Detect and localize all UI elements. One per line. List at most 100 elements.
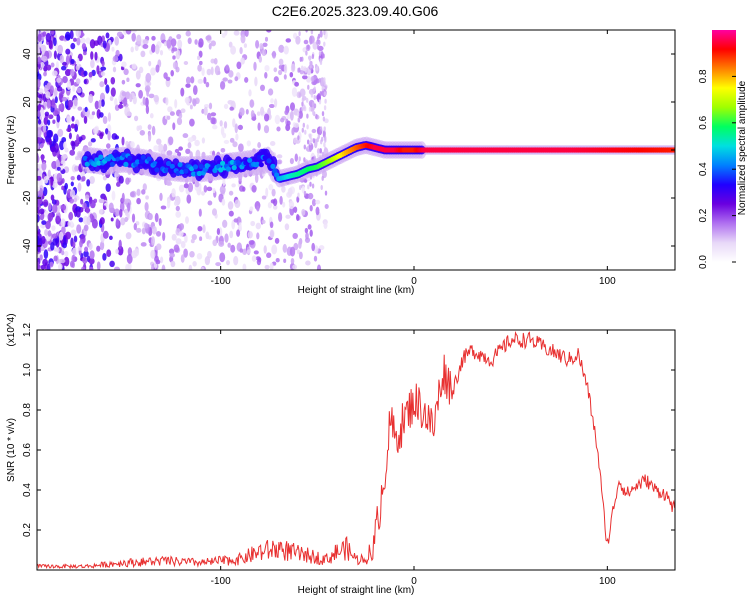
- noise-speckle: [40, 154, 45, 162]
- noise-speckle: [131, 213, 136, 223]
- noise-speckle: [198, 60, 203, 66]
- x-tick-label: -100: [211, 276, 231, 287]
- noise-speckle: [315, 206, 320, 216]
- noise-speckle: [303, 144, 306, 150]
- noise-speckle: [289, 246, 296, 257]
- noise-speckle: [322, 116, 326, 122]
- noise-speckle: [85, 206, 90, 214]
- noise-speckle: [185, 76, 191, 85]
- noise-speckle: [74, 123, 78, 133]
- noise-speckle: [258, 55, 263, 63]
- noise-speckle: [283, 45, 289, 55]
- noise-speckle: [323, 142, 326, 148]
- noise-speckle: [105, 32, 110, 39]
- noise-speckle: [319, 91, 322, 97]
- noise-speckle: [310, 75, 315, 83]
- noise-speckle: [67, 99, 74, 108]
- noise-speckle: [296, 213, 300, 222]
- noise-speckle: [147, 132, 152, 142]
- noise-speckle: [156, 138, 162, 145]
- noise-speckle: [309, 60, 312, 66]
- noise-speckle: [53, 37, 57, 47]
- noise-speckle: [66, 80, 72, 91]
- noise-speckle: [317, 152, 320, 158]
- noise-speckle: [187, 182, 194, 193]
- noise-speckle: [48, 39, 53, 49]
- noise-speckle: [287, 187, 293, 197]
- noise-speckle: [148, 93, 155, 99]
- noise-speckle: [264, 36, 269, 42]
- noise-speckle: [126, 253, 133, 264]
- noise-speckle: [98, 198, 105, 204]
- noise-speckle: [320, 185, 323, 190]
- noise-speckle: [185, 216, 189, 224]
- noise-speckle: [313, 95, 316, 100]
- noise-speckle: [298, 31, 301, 37]
- noise-speckle: [256, 205, 260, 212]
- ridge-core: [92, 161, 98, 168]
- noise-speckle: [305, 50, 308, 56]
- noise-speckle: [197, 225, 203, 232]
- noise-speckle: [53, 142, 59, 153]
- noise-speckle: [43, 175, 49, 184]
- noise-speckle: [84, 246, 89, 253]
- noise-speckle: [56, 86, 63, 92]
- noise-speckle: [52, 119, 56, 124]
- noise-speckle: [297, 117, 301, 123]
- noise-speckle: [269, 141, 276, 146]
- noise-speckle: [102, 253, 107, 261]
- noise-speckle: [66, 116, 72, 124]
- noise-speckle: [74, 156, 79, 161]
- noise-speckle: [37, 33, 42, 42]
- noise-speckle: [301, 56, 304, 62]
- noise-speckle: [50, 62, 55, 68]
- noise-speckle: [223, 121, 228, 129]
- noise-speckle: [69, 30, 74, 40]
- noise-speckle: [185, 148, 191, 155]
- noise-speckle: [205, 35, 212, 41]
- chart-title: C2E6.2025.323.09.40.G06: [271, 3, 439, 19]
- noise-speckle: [170, 38, 177, 47]
- y-tick-label: -40: [22, 238, 33, 253]
- noise-speckle: [105, 128, 109, 135]
- noise-speckle: [301, 106, 304, 112]
- noise-speckle: [51, 204, 58, 214]
- noise-speckle: [192, 261, 197, 267]
- noise-speckle: [212, 124, 218, 130]
- noise-speckle: [235, 133, 239, 141]
- noise-speckle: [83, 70, 88, 77]
- noise-speckle: [60, 218, 66, 228]
- noise-speckle: [180, 241, 186, 249]
- ridge-core: [225, 166, 231, 172]
- noise-speckle: [301, 208, 306, 216]
- noise-speckle: [254, 76, 258, 87]
- noise-speckle: [254, 173, 259, 184]
- y-tick-label: 0.8: [22, 403, 33, 417]
- noise-speckle: [185, 30, 191, 37]
- noise-speckle: [127, 202, 131, 212]
- noise-speckle: [310, 92, 314, 98]
- noise-speckle: [245, 108, 249, 115]
- noise-speckle: [227, 201, 234, 210]
- noise-speckle: [94, 51, 98, 61]
- noise-speckle: [119, 208, 123, 218]
- noise-speckle: [71, 115, 75, 122]
- noise-speckle: [282, 201, 286, 208]
- noise-speckle: [190, 76, 195, 84]
- noise-speckle: [68, 132, 72, 140]
- noise-speckle: [81, 43, 87, 50]
- noise-speckle: [249, 206, 254, 212]
- noise-speckle: [58, 231, 64, 241]
- noise-speckle: [296, 111, 300, 117]
- colorbar-tick-label: 0.2: [698, 208, 709, 222]
- noise-speckle: [115, 49, 120, 57]
- noise-speckle: [271, 244, 278, 255]
- noise-speckle: [219, 120, 223, 127]
- noise-speckle: [107, 130, 111, 141]
- ridge-core: [202, 167, 208, 173]
- noise-speckle: [323, 105, 327, 111]
- noise-speckle: [55, 159, 60, 167]
- noise-speckle: [42, 199, 49, 208]
- noise-speckle: [318, 77, 322, 83]
- noise-speckle: [197, 64, 202, 72]
